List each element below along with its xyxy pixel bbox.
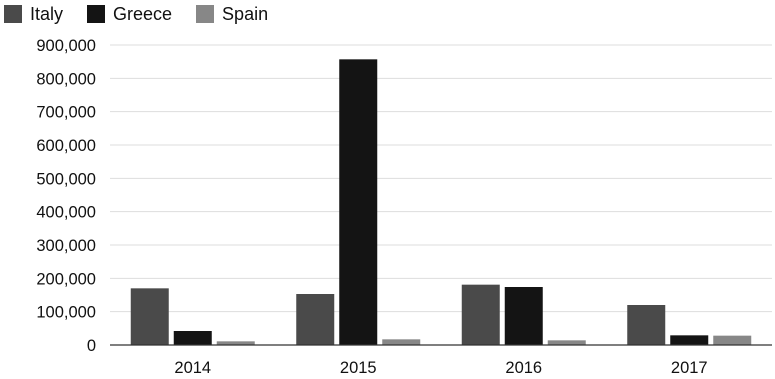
x-tick-label: 2017 bbox=[671, 359, 708, 377]
y-tick-label: 300,000 bbox=[36, 237, 96, 255]
x-tick-label: 2014 bbox=[174, 359, 211, 377]
bar-italy-2015 bbox=[296, 294, 335, 345]
bar-greece-2016 bbox=[504, 287, 543, 345]
y-tick-label: 800,000 bbox=[36, 70, 96, 88]
legend-item: Greece bbox=[87, 4, 172, 25]
legend-swatch bbox=[4, 5, 22, 23]
bar-greece-2014 bbox=[173, 331, 212, 345]
x-tick-label: 2016 bbox=[505, 359, 542, 377]
legend-label: Italy bbox=[30, 3, 64, 24]
legend-swatch bbox=[196, 5, 215, 23]
y-tick-label: 200,000 bbox=[36, 270, 96, 288]
y-tick-label: 700,000 bbox=[36, 104, 96, 122]
bar-italy-2016 bbox=[461, 284, 500, 345]
chart-legend: Italy Greece Spain bbox=[4, 2, 292, 26]
bar-greece-2017 bbox=[670, 335, 709, 345]
bar-italy-2014 bbox=[130, 288, 169, 345]
bar-spain-2014 bbox=[216, 341, 255, 345]
bar-spain-2017 bbox=[713, 335, 752, 345]
legend-label: Greece bbox=[113, 3, 173, 24]
legend-item: Spain bbox=[196, 4, 268, 25]
y-tick-label: 600,000 bbox=[36, 137, 96, 155]
y-tick-label: 400,000 bbox=[36, 204, 96, 222]
bar-italy-2017 bbox=[627, 305, 666, 345]
bar-spain-2016 bbox=[547, 340, 586, 345]
bar-greece-2015 bbox=[339, 59, 378, 345]
y-tick-label: 100,000 bbox=[36, 304, 96, 322]
y-tick-label: 500,000 bbox=[36, 170, 96, 188]
x-tick-label: 2015 bbox=[340, 359, 377, 377]
legend-item: Italy bbox=[4, 4, 63, 25]
y-tick-label: 900,000 bbox=[36, 37, 96, 55]
bar-spain-2015 bbox=[382, 339, 421, 345]
legend-label: Spain bbox=[222, 3, 269, 24]
y-tick-label: 0 bbox=[87, 337, 96, 355]
legend-swatch bbox=[87, 5, 106, 23]
